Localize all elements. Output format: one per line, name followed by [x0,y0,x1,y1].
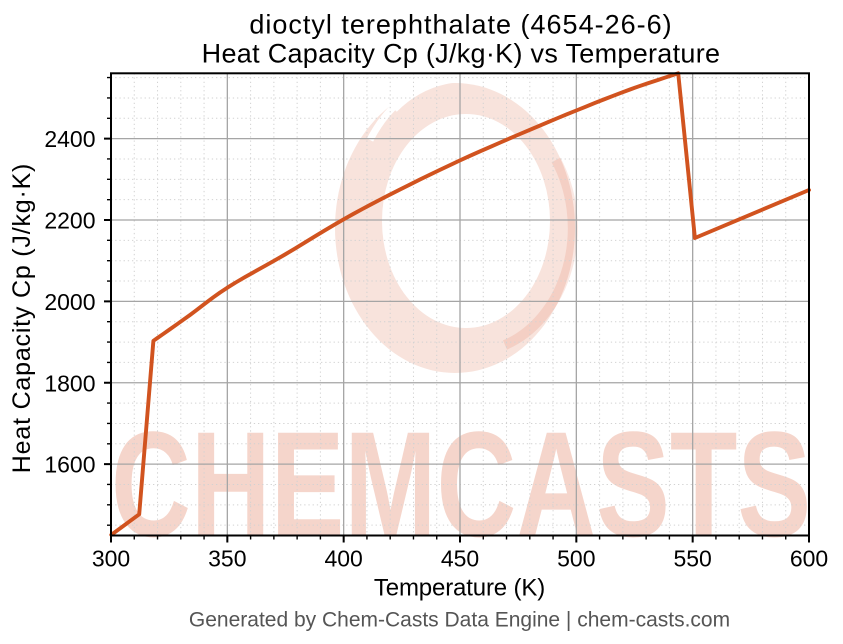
svg-text:Heat Capacity Cp (J/kg·K): Heat Capacity Cp (J/kg·K) [8,163,36,473]
svg-text:2000: 2000 [44,289,95,315]
svg-text:350: 350 [208,546,246,572]
svg-text:550: 550 [673,546,711,572]
svg-text:Temperature (K): Temperature (K) [374,574,545,601]
svg-text:Generated by Chem-Casts Data E: Generated by Chem-Casts Data Engine | ch… [189,609,730,632]
svg-text:2200: 2200 [44,208,95,234]
svg-text:Heat Capacity Cp (J/kg·K) vs T: Heat Capacity Cp (J/kg·K) vs Temperature [202,39,721,69]
svg-text:450: 450 [441,546,479,572]
svg-text:1800: 1800 [44,370,95,396]
svg-text:300: 300 [92,546,130,572]
svg-text:dioctyl terephthalate (4654-26: dioctyl terephthalate (4654-26-6) [249,10,672,40]
svg-text:2400: 2400 [44,126,95,152]
svg-text:600: 600 [790,546,828,572]
svg-text:1600: 1600 [44,452,95,478]
svg-text:500: 500 [557,546,595,572]
svg-text:400: 400 [324,546,362,572]
